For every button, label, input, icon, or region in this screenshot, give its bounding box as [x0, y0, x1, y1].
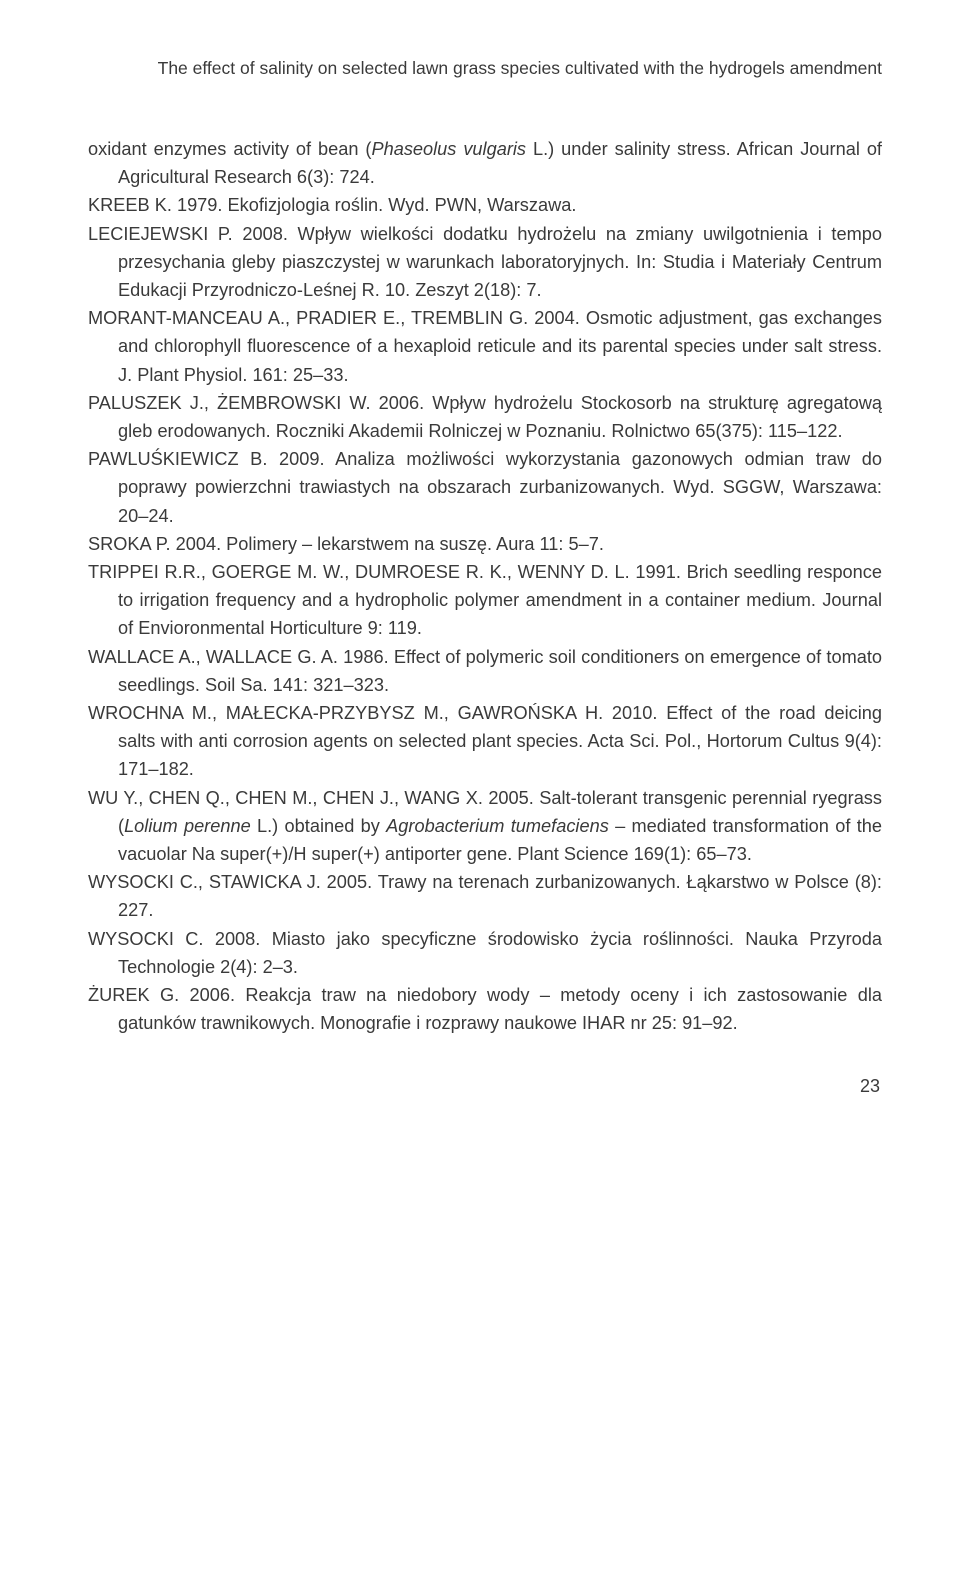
reference-item: WYSOCKI C. 2008. Miasto jako specyficzne… — [88, 925, 882, 981]
reference-item: KREEB K. 1979. Ekofizjologia roślin. Wyd… — [88, 191, 882, 219]
reference-item: WYSOCKI C., STAWICKA J. 2005. Trawy na t… — [88, 868, 882, 924]
reference-item: WU Y., CHEN Q., CHEN M., CHEN J., WANG X… — [88, 784, 882, 869]
reference-item: MORANT-MANCEAU A., PRADIER E., TREMBLIN … — [88, 304, 882, 389]
reference-item: ŻUREK G. 2006. Reakcja traw na niedobory… — [88, 981, 882, 1037]
running-header: The effect of salinity on selected lawn … — [88, 58, 882, 79]
page-container: The effect of salinity on selected lawn … — [0, 0, 960, 1137]
page-number: 23 — [88, 1076, 882, 1097]
reference-item: WALLACE A., WALLACE G. A. 1986. Effect o… — [88, 643, 882, 699]
references-list: oxidant enzymes activity of bean (Phaseo… — [88, 135, 882, 1038]
reference-item: oxidant enzymes activity of bean (Phaseo… — [88, 135, 882, 191]
reference-item: WROCHNA M., MAŁECKA-PRZYBYSZ M., GAWROŃS… — [88, 699, 882, 784]
reference-item: PAWLUŚKIEWICZ B. 2009. Analiza możliwośc… — [88, 445, 882, 530]
reference-item: LECIEJEWSKI P. 2008. Wpływ wielkości dod… — [88, 220, 882, 305]
reference-item: TRIPPEI R.R., GOERGE M. W., DUMROESE R. … — [88, 558, 882, 643]
reference-item: PALUSZEK J., ŻEMBROWSKI W. 2006. Wpływ h… — [88, 389, 882, 445]
reference-item: SROKA P. 2004. Polimery – lekarstwem na … — [88, 530, 882, 558]
